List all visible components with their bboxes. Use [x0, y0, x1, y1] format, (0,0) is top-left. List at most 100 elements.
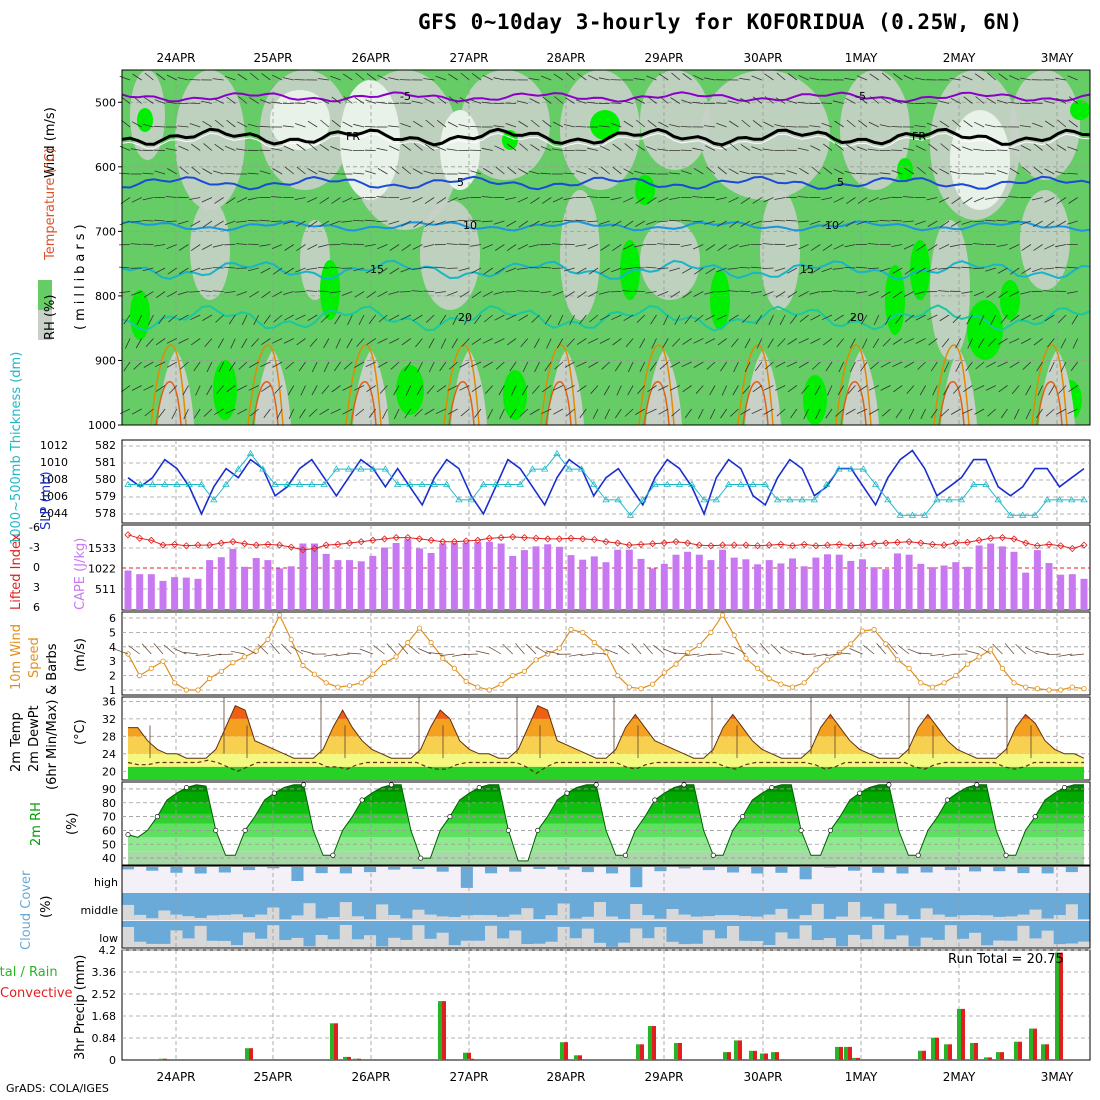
wind-barb [1037, 385, 1043, 396]
rh-point [154, 814, 160, 820]
wind-barb [716, 267, 727, 273]
precip-total-bar [466, 1058, 470, 1060]
wind-barb [331, 197, 341, 204]
wind-barb [271, 220, 283, 223]
wind-barb [1021, 244, 1032, 251]
lifted-index-point [1068, 544, 1076, 553]
thickness-point [467, 496, 475, 503]
wind-barb [446, 267, 458, 269]
precip-convective-bar [988, 1057, 992, 1060]
cloud-high-bar [630, 867, 643, 888]
wind-barb [1022, 361, 1032, 370]
wind-barb [365, 99, 376, 104]
wind-barb [987, 338, 997, 347]
wind-barb [858, 96, 868, 104]
temp2m-label-3: (6hr Min/Max) [45, 700, 60, 790]
wind-barb [330, 146, 341, 151]
wind-barb [428, 338, 435, 349]
cape-bar [474, 542, 482, 610]
precip-total-bar [734, 1040, 738, 1060]
surface-temp-contour-warm [1036, 381, 1063, 426]
wind-barb [167, 361, 177, 368]
wind-barb [962, 75, 973, 81]
cloud-low-gap [243, 932, 256, 947]
thickness-point [810, 496, 819, 503]
wind-barb [833, 197, 844, 203]
wind-barb [961, 291, 973, 294]
cape-bar [859, 559, 866, 610]
wind-barb [323, 338, 330, 349]
wind-barb [236, 220, 248, 223]
cloud-high-bar [243, 867, 256, 871]
wind-barb [530, 144, 540, 151]
wind10m-barb [218, 653, 233, 656]
wind-barb [319, 408, 330, 416]
wind-barb [493, 220, 505, 225]
thickness-point [406, 480, 414, 487]
wind-barb [493, 291, 505, 295]
wind-barb [238, 361, 248, 370]
wind-barb [342, 121, 353, 128]
wind-barb [845, 97, 856, 104]
wind-barb [249, 408, 259, 417]
wind-barb [235, 243, 248, 245]
contour-label: 20 [458, 311, 472, 324]
cape-bar [555, 546, 563, 610]
cloud-high-bar [1041, 867, 1054, 874]
wind-barb [142, 172, 154, 175]
wind-barb [299, 408, 306, 419]
wind10m-barb [580, 653, 595, 657]
wind-barb [377, 244, 388, 250]
wind-barb [459, 97, 470, 104]
precip-total-bar [648, 1026, 652, 1060]
wind-barb [154, 170, 166, 175]
wind-barb [809, 77, 821, 81]
wind-barb [892, 291, 903, 299]
wind-barb [283, 77, 294, 81]
lifted-index-point [835, 540, 843, 548]
wind-barb [202, 168, 213, 175]
lifted-index-point [882, 539, 890, 547]
wind-barb [1045, 408, 1055, 417]
wind-barb [693, 167, 704, 175]
wind-barb [1031, 197, 1043, 201]
wind-barb [636, 314, 646, 323]
wind-barb [930, 408, 938, 419]
wind-barb [1043, 290, 1055, 292]
thickness-point [798, 496, 806, 503]
wind-barb [365, 170, 376, 175]
surface-temp-contour [540, 344, 577, 426]
lifted-index-point [275, 541, 284, 549]
wind-barb [821, 197, 833, 201]
wind-barb [870, 361, 880, 370]
pressure-tick-label: 1000 [88, 419, 116, 432]
cloud-label: Cloud Cover [19, 870, 34, 950]
wind-barb [844, 244, 856, 248]
thickness-point [528, 465, 537, 472]
wind-barb [201, 197, 213, 203]
wind-barb [715, 102, 727, 104]
wind-barb [389, 267, 400, 275]
precip-total-label: Total / Rain [0, 965, 58, 980]
wind-barb [588, 361, 599, 368]
precip-convective-bar [775, 1052, 779, 1060]
wind-barb [447, 385, 458, 391]
wind-barb [447, 121, 458, 128]
wind-speed-point [988, 647, 994, 653]
wind-barb [565, 408, 575, 417]
wind-barb [178, 314, 189, 321]
cape-bar [719, 549, 727, 610]
wind-barb [399, 291, 411, 293]
wind-speed-point [207, 675, 213, 682]
wind-barb [891, 126, 903, 128]
cloud-high-bar [315, 867, 328, 874]
wind-barb [844, 170, 856, 175]
lifted-index-point [905, 538, 913, 546]
cloud-low-gap [122, 927, 135, 947]
wind-barb [1057, 119, 1067, 128]
wind-barb [636, 119, 646, 128]
wind-barb [376, 196, 388, 198]
